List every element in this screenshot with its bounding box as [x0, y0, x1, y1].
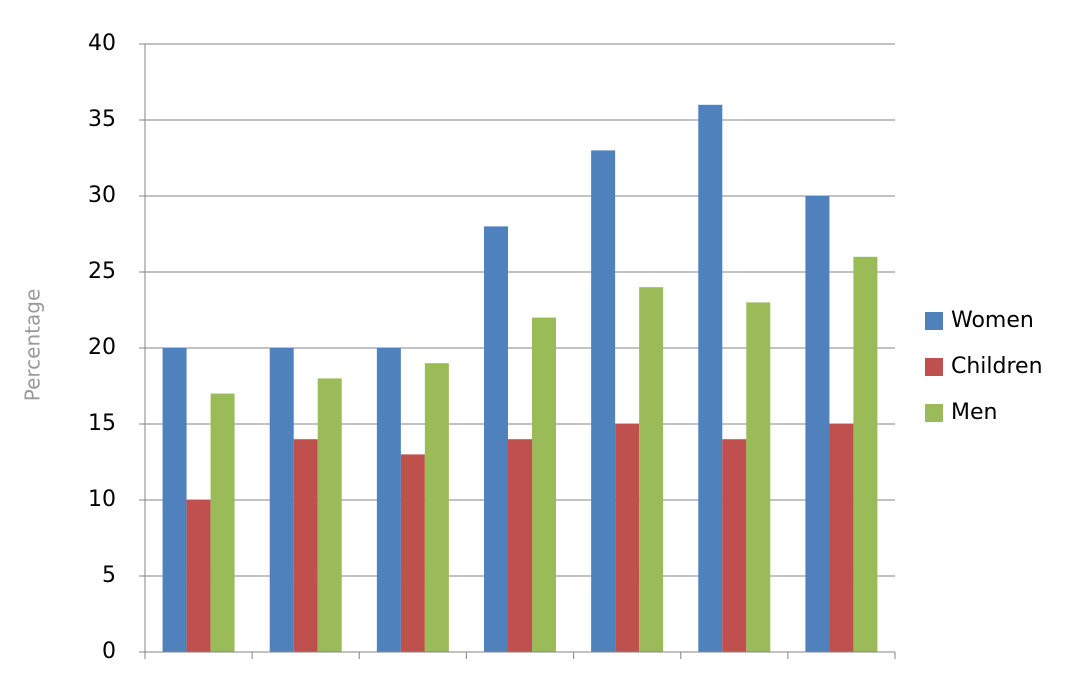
y-tick-label: 5: [102, 563, 116, 588]
bar: [269, 348, 294, 652]
legend-label: Children: [951, 354, 1043, 379]
bar: [853, 256, 878, 652]
bar: [424, 363, 449, 652]
bar: [293, 439, 318, 652]
legend-label: Women: [951, 308, 1034, 333]
y-tick-label: 0: [102, 639, 116, 664]
legend-swatch: [925, 312, 943, 330]
y-tick-label: 40: [88, 31, 116, 56]
legend-swatch: [925, 358, 943, 376]
bar: [186, 500, 211, 652]
legend-swatch: [925, 404, 943, 422]
bar: [591, 150, 616, 652]
legend-label: Men: [951, 400, 997, 425]
bar: [317, 378, 342, 652]
y-tick-label: 35: [88, 107, 116, 132]
bar: [722, 439, 747, 652]
y-tick-label: 30: [88, 183, 116, 208]
y-tick-label: 25: [88, 259, 116, 284]
y-axis-label: Percentage: [21, 289, 45, 402]
bar: [484, 226, 508, 652]
bar: [805, 196, 830, 652]
bar: [829, 424, 854, 652]
y-tick-label: 20: [88, 335, 116, 360]
bar: [376, 348, 401, 652]
bar: [698, 104, 723, 653]
bar: [615, 424, 640, 652]
bar: [400, 454, 425, 652]
y-tick-label: 15: [88, 411, 116, 436]
bar: [532, 317, 556, 652]
bar: [162, 348, 187, 652]
bar: [746, 302, 771, 652]
bar: [508, 439, 532, 652]
bar: [639, 287, 664, 652]
bar: [210, 393, 235, 652]
y-tick-label: 10: [88, 487, 116, 512]
